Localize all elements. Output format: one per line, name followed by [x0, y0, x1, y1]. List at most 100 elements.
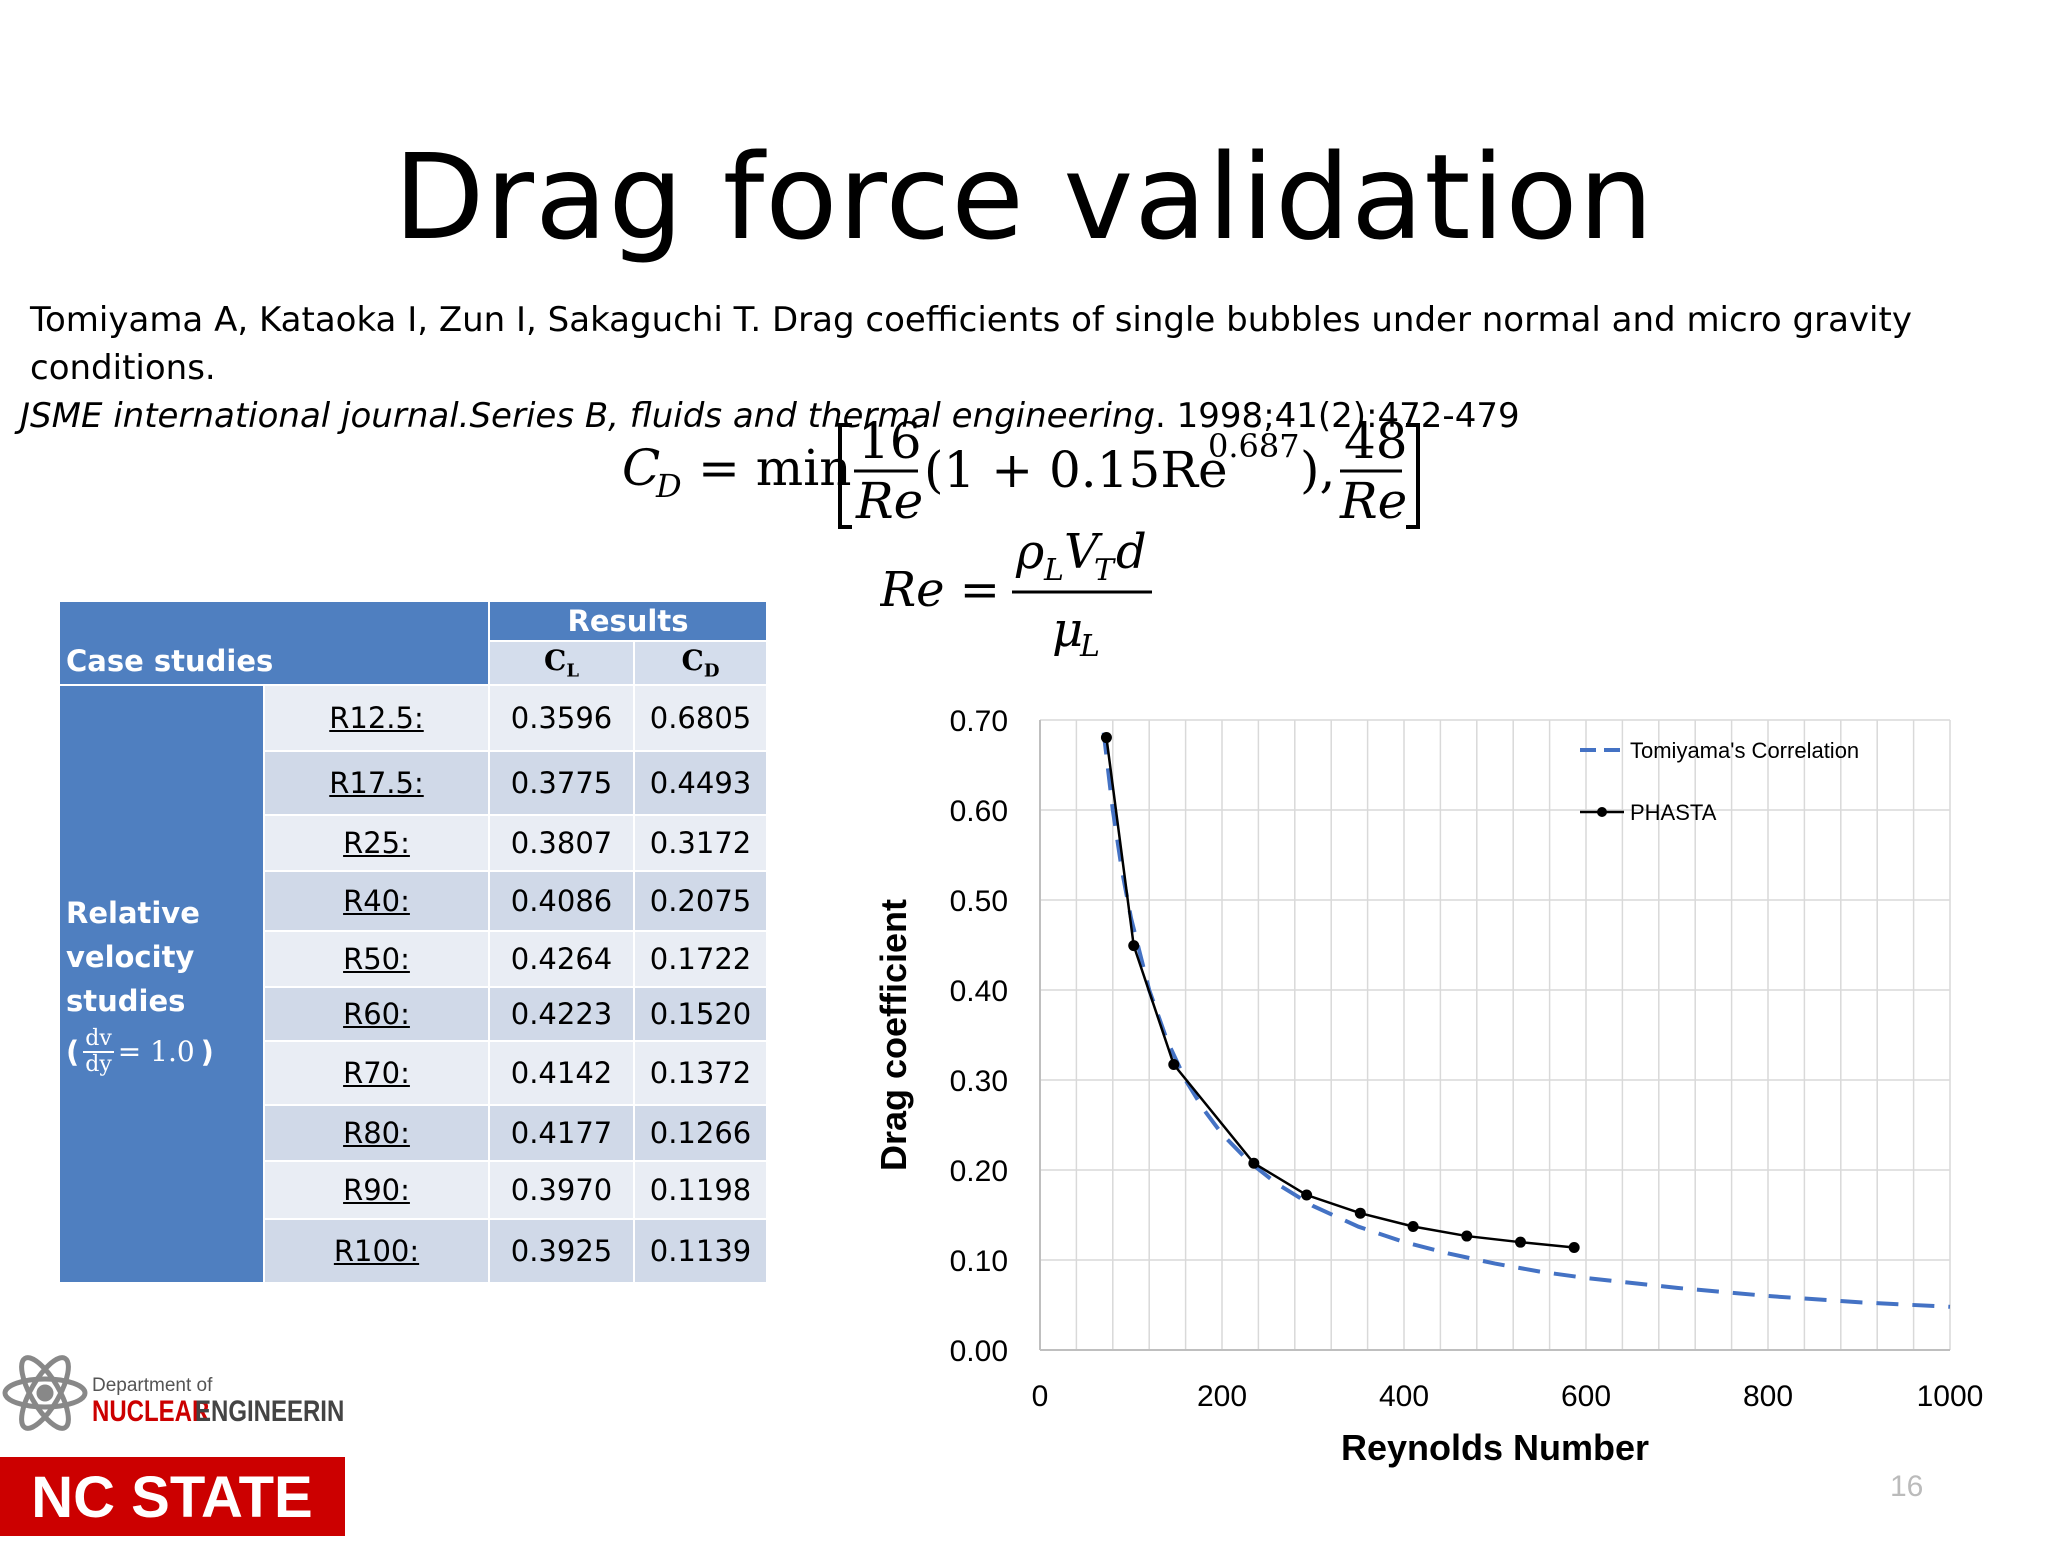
case-label: R80:: [263, 1104, 490, 1162]
eq-rho: ρ: [1015, 524, 1044, 580]
case-label: R90:: [263, 1160, 490, 1220]
table-row: R90: 0.3970 0.1198: [59, 1160, 768, 1220]
data-point-phasta: [1354, 1207, 1366, 1219]
table-row: R60: 0.4223 0.1520: [59, 986, 768, 1042]
nc-state-logo: Department of NUCLEAR ENGINEERING NC STA…: [0, 1335, 363, 1536]
table-row: Relative velocity studies ( dv dy = 1.0 …: [58, 684, 768, 1284]
data-point-phasta: [1514, 1236, 1526, 1248]
series-line-tomiyama: [1101, 732, 1951, 1309]
logo-red-bar: [0, 1457, 345, 1536]
cl-value: 0.4086: [488, 870, 635, 932]
cl-value: 0.3596: [488, 684, 635, 752]
cd-value: 0.1722: [633, 930, 768, 988]
table-row: R50: 0.4264 0.1722: [59, 930, 768, 988]
side-label-relative-velocity: Relative velocity studies ( dv dy = 1.0 …: [58, 684, 265, 1284]
eq-v: V: [1064, 524, 1103, 580]
eq-right-bracket: [1406, 423, 1420, 529]
logo-dept-line1: Department of: [92, 1375, 213, 1396]
results-table: Case studies Results CL CD Relative velo…: [58, 600, 768, 1284]
eq-num-16: 16: [858, 412, 922, 470]
eq-close: ),: [1300, 441, 1335, 499]
y-tick-label: 0.00: [950, 1335, 1008, 1368]
citation-journal: JSME international journal.Series B, flu…: [20, 396, 1156, 436]
table-row: R80: 0.4177 0.1266: [59, 1104, 768, 1162]
x-tick-label: 600: [1561, 1380, 1611, 1413]
case-label: R60:: [263, 986, 490, 1042]
col-header-cl: CL: [488, 640, 635, 686]
eq-num-48: 48: [1344, 412, 1408, 470]
eq-middle-term: (1 + 0.15Re: [924, 441, 1228, 499]
atom-icon: [2, 1355, 88, 1431]
data-point-phasta: [1168, 1059, 1180, 1071]
cd-value: 0.1520: [633, 986, 768, 1042]
logo-brand: NC STATE: [31, 1465, 312, 1530]
legend-label-phasta: PHASTA: [1630, 800, 1717, 825]
data-point-phasta: [1407, 1221, 1419, 1233]
y-tick-label: 0.60: [950, 795, 1008, 828]
table-row: R70: 0.4142 0.1372: [59, 1040, 768, 1106]
data-point-phasta: [1128, 940, 1140, 952]
eq-mu-sub: L: [1079, 629, 1100, 662]
eq-exponent: 0.687: [1208, 427, 1300, 465]
logo-dept-nuclear: NUCLEAR: [92, 1393, 210, 1427]
case-label: R17.5:: [263, 750, 490, 816]
case-label: R25:: [263, 814, 490, 872]
cl-value: 0.3970: [488, 1160, 635, 1220]
data-point-phasta: [1248, 1157, 1260, 1169]
x-tick-label: 1000: [1917, 1380, 1984, 1413]
eq-cd-symbol: C: [622, 439, 660, 497]
table-row: R40: 0.4086 0.2075: [59, 870, 768, 932]
cl-value: 0.3807: [488, 814, 635, 872]
y-tick-label: 0.20: [950, 1155, 1008, 1188]
x-tick-label: 0: [1032, 1380, 1049, 1413]
x-tick-label: 800: [1743, 1380, 1793, 1413]
y-tick-label: 0.10: [950, 1245, 1008, 1278]
cl-value: 0.4177: [488, 1104, 635, 1162]
cd-value: 0.1198: [633, 1160, 768, 1220]
y-tick-label: 0.40: [950, 975, 1008, 1008]
slide-title: Drag force validation: [393, 128, 1655, 266]
case-label: R40:: [263, 870, 490, 932]
cl-value: 0.4223: [488, 986, 635, 1042]
cl-value: 0.3925: [488, 1218, 635, 1284]
series-line-phasta: [1105, 737, 1575, 1249]
table-row: R25: 0.3807 0.3172: [59, 814, 768, 872]
table-row: R100: 0.3925 0.1139: [59, 1218, 768, 1284]
eq-den-re-2: Re: [1339, 472, 1407, 530]
logo-dept-engineering: ENGINEERING: [195, 1393, 345, 1427]
eq-rho-sub: L: [1043, 553, 1064, 588]
data-point-phasta: [1301, 1189, 1313, 1201]
cd-value: 0.1372: [633, 1040, 768, 1106]
logo-graphic: Department of NUCLEAR ENGINEERING NC STA…: [0, 1355, 363, 1536]
citation-line-2: JSME international journal.Series B, flu…: [20, 392, 2048, 440]
cd-value: 0.3172: [633, 814, 768, 872]
drag-correlation-equation: C D = min 16 Re (1 + 0.15Re 0.687 ), 48 …: [622, 412, 1420, 530]
cd-value: 0.1139: [633, 1218, 768, 1284]
chart-svg: 0.00 0.10 0.20 0.30 0.40 0.50 0.60 0.70 0 200 400 6…: [873, 705, 1984, 1468]
y-axis-title: Drag coefficient: [873, 899, 914, 1171]
x-axis-title: Reynolds Number: [1341, 1427, 1649, 1468]
citation-rest: . 1998;41(2):472-479: [1155, 396, 1520, 436]
eq-re-lhs: Re =: [880, 562, 1000, 618]
eq-left-bracket: [838, 423, 852, 529]
header-results: Results: [488, 600, 768, 642]
citation: Tomiyama A, Kataoka I, Zun I, Sakaguchi …: [20, 296, 2048, 440]
page-number: 16: [1890, 1470, 1924, 1503]
y-tick-label: 0.30: [950, 1065, 1008, 1098]
data-point-phasta: [1461, 1230, 1473, 1242]
drag-coefficient-chart: 0.00 0.10 0.20 0.30 0.40 0.50 0.60 0.70 0 200 400 6…: [860, 690, 2000, 1470]
citation-line-1: Tomiyama A, Kataoka I, Zun I, Sakaguchi …: [30, 300, 1912, 388]
legend-label-tomiyama: Tomiyama's Correlation: [1630, 738, 1859, 763]
eq-v-sub: T: [1094, 553, 1116, 588]
eq-den-re-1: Re: [855, 472, 923, 530]
cd-value: 0.1266: [633, 1104, 768, 1162]
header-case-studies: Case studies: [58, 600, 490, 686]
eq-cd-subscript: D: [655, 467, 682, 505]
y-tick-label: 0.50: [950, 885, 1008, 918]
eq-min: = min: [698, 439, 851, 497]
cd-value: 0.4493: [633, 750, 768, 816]
y-tick-label: 0.70: [950, 705, 1008, 738]
x-tick-label: 400: [1379, 1380, 1429, 1413]
data-point-phasta: [1568, 1241, 1580, 1253]
cl-value: 0.4142: [488, 1040, 635, 1106]
